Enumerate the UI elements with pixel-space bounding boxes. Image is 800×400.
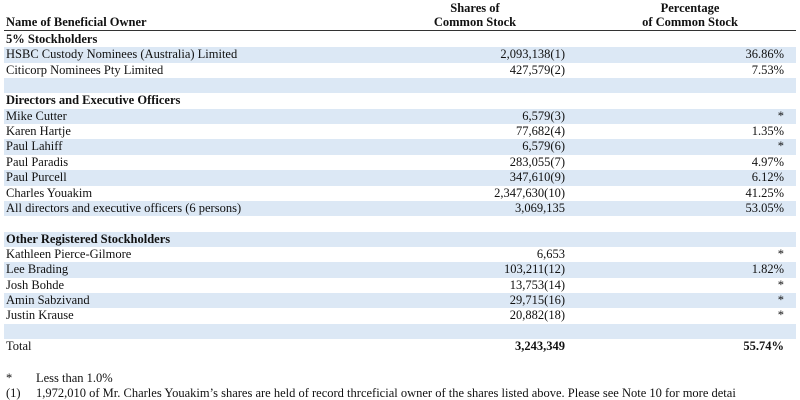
percent: 36.86% — [745, 47, 784, 62]
table-row: Directors and Executive Officers — [4, 93, 796, 108]
percent: 1.82% — [751, 262, 784, 277]
table-row: Charles Youakim 2,347,630(10) 41.25% — [4, 186, 796, 201]
owner-name: Paul Purcell — [6, 170, 67, 185]
owner-name: Mike Cutter — [6, 108, 67, 123]
table-row: HSBC Custody Nominees (Australia) Limite… — [4, 47, 796, 63]
shares: 77,682(4) — [516, 124, 565, 139]
section-title: 5% Stockholders — [6, 32, 98, 46]
table-row: Citicorp Nominees Pty Limited 427,579(2) 7… — [4, 63, 796, 78]
percent: 53.05% — [745, 200, 784, 215]
percent: * — [777, 139, 784, 154]
percent: * — [777, 277, 784, 292]
owner-name: Paul Lahiff — [6, 139, 63, 154]
header-text: Common Stock — [433, 15, 517, 29]
table-row — [4, 78, 796, 94]
shares: 283,055(7) — [509, 154, 565, 169]
table-row: Paul Paradis 283,055(7) 4.97% — [4, 155, 796, 170]
header-rule — [4, 30, 796, 31]
owner-name: Citicorp Nominees Pty Limited — [6, 62, 164, 77]
shares: 2,347,630(10) — [494, 185, 565, 200]
shares: 427,579(2) — [509, 62, 565, 77]
table-row: Lee Brading 103,211(12) 1.82% — [4, 262, 796, 278]
owner-name: Kathleen Pierce-Gilmore — [6, 246, 132, 261]
header-text: of Common Stock — [642, 15, 738, 29]
owner-name: Total — [6, 339, 32, 353]
table-row — [4, 216, 796, 231]
footnote-mark: * — [6, 371, 13, 385]
owner-name: Josh Bohde — [6, 277, 64, 292]
table-row — [4, 323, 796, 340]
table-row: 5% Stockholders — [4, 32, 796, 47]
shares: 103,211(12) — [504, 262, 565, 277]
section-title: Other Registered Stockholders — [6, 231, 171, 246]
header-text: Shares of — [450, 1, 500, 15]
percent: 6.12% — [751, 170, 784, 185]
shares: 347,610(9) — [509, 170, 565, 185]
table-row: Paul Purcell 347,610(9) 6.12% — [4, 170, 796, 186]
owner-name: All directors and executive officers (6 … — [6, 200, 242, 215]
percent: * — [777, 292, 784, 307]
section-title: Directors and Executive Officers — [6, 93, 181, 108]
shares: 29,715(16) — [509, 292, 565, 307]
footnote-text: Less than 1.0% — [36, 371, 113, 385]
footnote-text: 1,972,010 of Mr. Charles Youakim’s share… — [36, 386, 736, 400]
percent: 7.53% — [751, 62, 784, 77]
owner-name: Paul Paradis — [6, 154, 69, 169]
owner-name: Amin Sabzivand — [6, 292, 90, 307]
table-row: Other Registered Stockholders — [4, 231, 796, 247]
percent: * — [777, 108, 784, 123]
table-row: Josh Bohde 13,753(14) * — [4, 278, 796, 293]
table-row: Paul Lahiff 6,579(6) * — [4, 139, 796, 155]
owner-name: Justin Krause — [6, 308, 74, 323]
shares: 3,243,349 — [515, 339, 565, 353]
shares: 3,069,135 — [515, 200, 565, 215]
table-row: Kathleen Pierce-Gilmore 6,653 * — [4, 247, 796, 262]
percent: * — [777, 246, 784, 261]
shares: 6,579(3) — [522, 108, 565, 123]
owner-name: Charles Youakim — [6, 185, 93, 200]
table-row: All directors and executive officers (6 … — [4, 200, 796, 217]
percent: * — [777, 308, 784, 323]
footnote-mark: (1) — [6, 386, 21, 400]
header-name: Name of Beneficial Owner — [6, 15, 147, 29]
table-row: Total 3,243,349 55.74% — [4, 339, 796, 354]
owner-name: HSBC Custody Nominees (Australia) Limite… — [6, 47, 238, 62]
percent: 55.74% — [743, 339, 784, 353]
table-row: Mike Cutter 6,579(3) * — [4, 108, 796, 125]
percent: 4.97% — [751, 154, 784, 169]
shares: 20,882(18) — [509, 308, 565, 323]
shares: 13,753(14) — [509, 277, 565, 292]
shares: 6,579(6) — [522, 139, 565, 154]
header-text: Percentage — [660, 1, 720, 15]
owner-name: Karen Hartje — [6, 124, 71, 139]
percent: 1.35% — [751, 124, 784, 139]
header-shares: Shares of Common Stock — [405, 1, 545, 29]
owner-name: Lee Brading — [6, 262, 69, 277]
header-percent: Percentage of Common Stock — [615, 1, 765, 29]
percent: 41.25% — [745, 185, 784, 200]
shares: 6,653 — [536, 246, 565, 261]
table-row: Amin Sabzivand 29,715(16) * — [4, 292, 796, 309]
table-row: Justin Krause 20,882(18) * — [4, 308, 796, 323]
table-row: Karen Hartje 77,682(4) 1.35% — [4, 124, 796, 139]
shares: 2,093,138(1) — [500, 47, 565, 62]
